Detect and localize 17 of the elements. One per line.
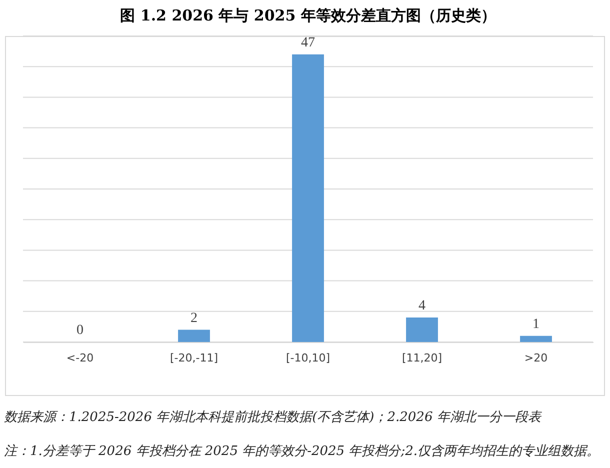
x-tick-label: >20 [524, 352, 548, 364]
data-label: 0 [76, 323, 84, 338]
bar [520, 336, 552, 342]
data-label: 2 [190, 310, 198, 326]
text: 注：1.分差等于 2026 年投档分在 2025 年的等效分-2025 年投档分;2.仅含两年均招生的专业组数据。 [4, 443, 600, 460]
data-label: 47 [301, 35, 315, 50]
x-tick-label: [11,20] [402, 352, 442, 364]
bar [406, 318, 438, 342]
bar [178, 330, 210, 342]
x-tick-label: [-20,-11] [170, 352, 218, 364]
x-tick-label: [-10,10] [286, 352, 330, 364]
bar [292, 54, 324, 342]
data-label: 4 [418, 298, 426, 314]
chart-title: 图 1.2 2026 年与 2025 年等效分差直方图（历史类） [120, 6, 496, 24]
source-note: 数据来源：1.2025-2026 年湖北本科提前批投档数据(不含艺体)；2.2026 年湖北一分一段表 [4, 409, 541, 426]
x-tick-label: <-20 [66, 352, 94, 364]
data-label: 1 [532, 316, 540, 332]
